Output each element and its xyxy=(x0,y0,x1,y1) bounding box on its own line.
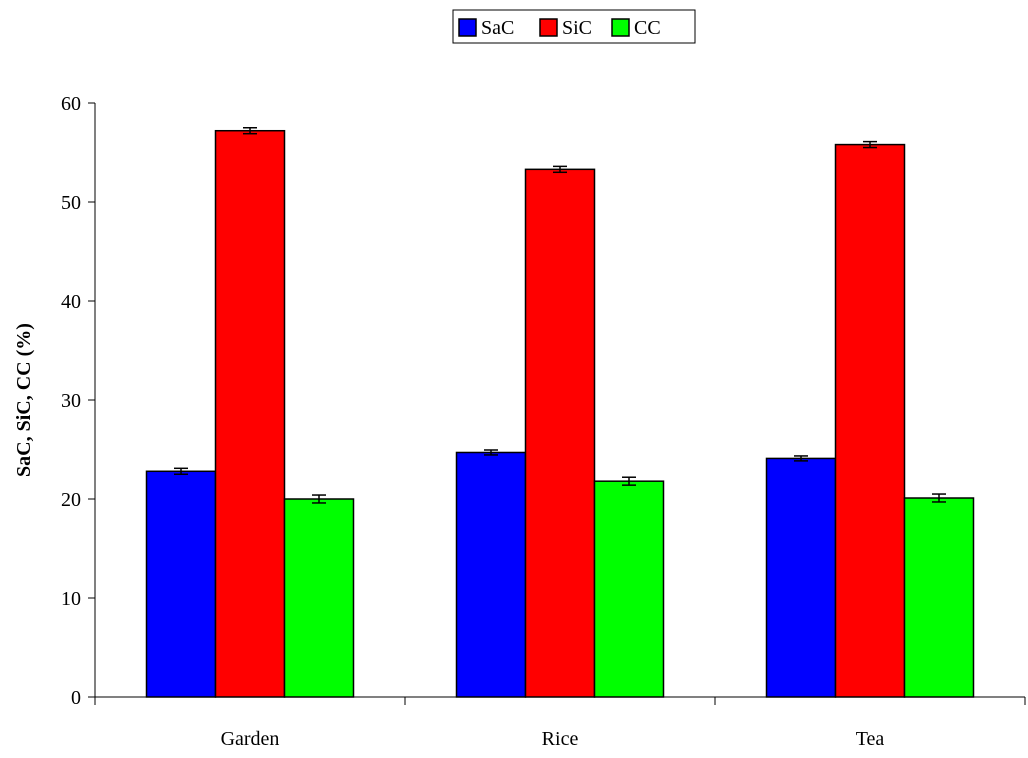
bar-cc xyxy=(283,498,355,698)
bar-sac xyxy=(145,470,217,698)
legend: SaC SiC CC xyxy=(452,9,696,44)
legend-swatch-sac xyxy=(458,18,477,37)
legend-label-cc: CC xyxy=(634,17,661,39)
legend-swatch-sic xyxy=(539,18,558,37)
legend-label-sac: SaC xyxy=(481,17,514,39)
bar-sic xyxy=(214,129,286,698)
x-tick-label: Tea xyxy=(856,728,885,750)
y-tick-label: 60 xyxy=(61,93,81,115)
bar-sic xyxy=(524,168,596,698)
y-tick-label: 10 xyxy=(61,588,81,610)
y-tick-label: 0 xyxy=(71,687,81,709)
y-tick-label: 20 xyxy=(61,489,81,511)
y-axis-title: SaC, SiC, CC (%) xyxy=(13,323,35,477)
legend-swatch-cc xyxy=(611,18,630,37)
bar-sac xyxy=(455,451,527,698)
legend-box xyxy=(452,9,696,44)
legend-label-sic: SiC xyxy=(562,17,592,39)
y-tick-label: 50 xyxy=(61,192,81,214)
y-tick-label: 30 xyxy=(61,390,81,412)
bar-sic xyxy=(834,143,906,698)
x-ticks-group: Garden Rice Tea xyxy=(94,697,1026,750)
bars-group xyxy=(145,127,975,698)
bar-cc xyxy=(903,497,975,698)
bar-sac xyxy=(765,457,837,698)
x-tick-label: Garden xyxy=(221,728,280,750)
y-ticks-group: 0 10 20 30 40 50 60 xyxy=(61,93,95,709)
bar-cc xyxy=(593,480,665,698)
x-tick-label: Rice xyxy=(542,728,579,750)
y-tick-label: 40 xyxy=(61,291,81,313)
